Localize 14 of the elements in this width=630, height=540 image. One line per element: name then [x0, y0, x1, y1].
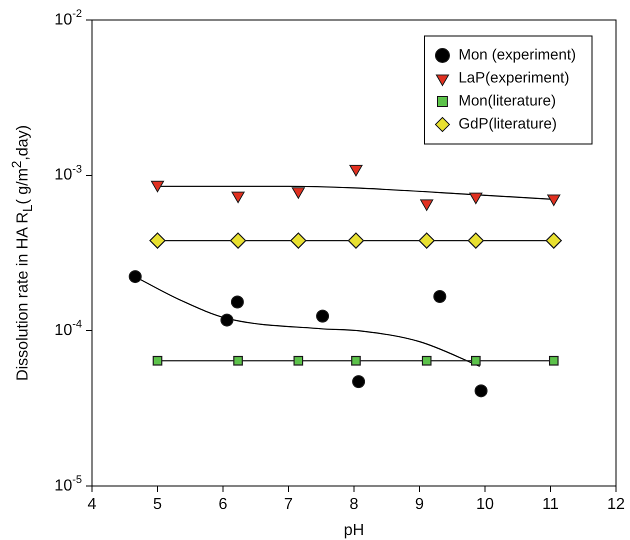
x-tick-label: 12 — [607, 496, 625, 514]
x-tick-label: 7 — [284, 496, 294, 514]
x-tick-label: 10 — [476, 496, 494, 514]
x-tick-label: 6 — [218, 496, 228, 514]
x-tick-label: 5 — [153, 496, 162, 514]
legend-label: GdP(literature) — [458, 116, 557, 133]
x-tick-label: 11 — [542, 496, 559, 514]
x-axis-title: pH — [344, 522, 364, 539]
legend-label: Mon (experiment) — [458, 46, 576, 64]
legend-label: LaP(experiment) — [458, 70, 570, 87]
x-tick-label: 8 — [350, 496, 359, 514]
x-tick-label: 9 — [415, 496, 424, 514]
legend-label: Mon(literature) — [458, 92, 556, 110]
x-tick-label: 4 — [88, 496, 97, 514]
